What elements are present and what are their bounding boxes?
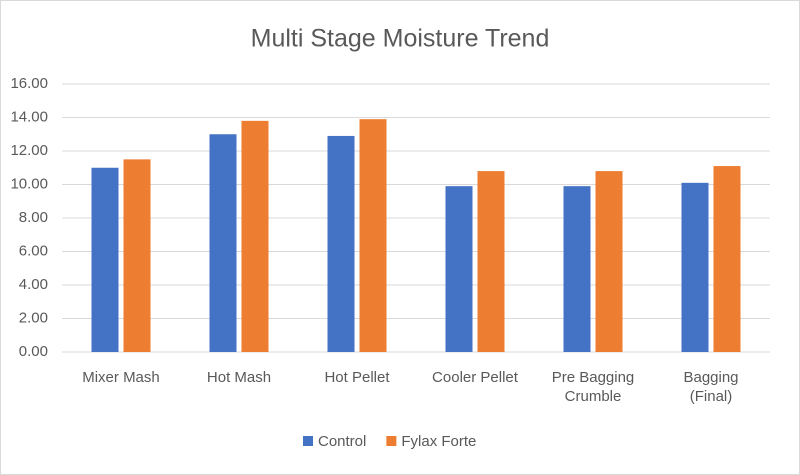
- bar: [681, 182, 709, 352]
- y-tick-label: 10.00: [10, 175, 48, 192]
- legend-swatch: [303, 436, 313, 446]
- chart-title: Multi Stage Moisture Trend: [251, 25, 550, 53]
- y-tick-label: 2.00: [19, 309, 48, 326]
- bar: [445, 186, 473, 352]
- bar: [359, 119, 387, 352]
- x-tick-label: Hot Pellet: [324, 369, 390, 386]
- bar: [595, 171, 623, 352]
- legend-swatch: [386, 436, 397, 446]
- x-tick-label: Mixer Mash: [82, 369, 160, 386]
- bar: [241, 120, 269, 352]
- bar: [563, 186, 591, 352]
- y-tick-label: 8.00: [19, 209, 48, 226]
- bar: [477, 171, 505, 352]
- legend-label: Control: [318, 433, 366, 450]
- bar: [327, 135, 355, 352]
- y-tick-label: 16.00: [10, 75, 48, 92]
- legend-label: Fylax Forte: [401, 433, 476, 450]
- x-tick-label: Cooler Pellet: [432, 369, 518, 386]
- y-tick-label: 12.00: [10, 142, 48, 159]
- x-tick-label: Pre Bagging Crumble: [551, 369, 635, 405]
- y-tick-label: 0.00: [19, 343, 48, 360]
- x-tick-label: Bagging (Final): [683, 369, 739, 405]
- bar: [209, 134, 237, 352]
- y-tick-label: 4.00: [19, 276, 48, 293]
- bar: [713, 166, 741, 352]
- y-tick-label: 6.00: [19, 242, 48, 259]
- bar: [123, 159, 151, 352]
- y-tick-label: 14.00: [10, 108, 48, 125]
- x-tick-label: Hot Mash: [206, 369, 272, 386]
- bar: [91, 167, 119, 352]
